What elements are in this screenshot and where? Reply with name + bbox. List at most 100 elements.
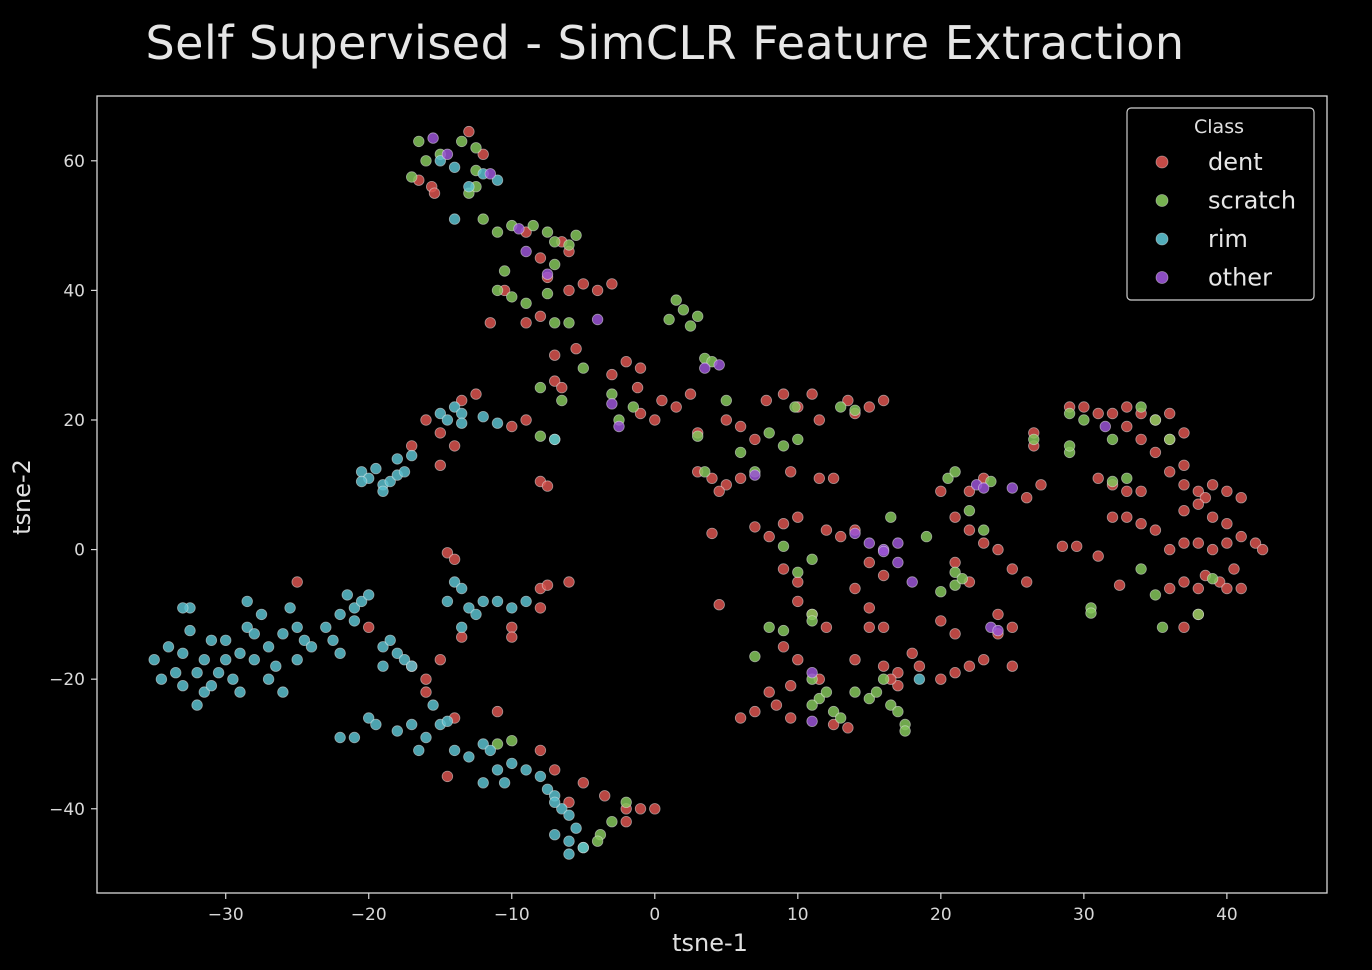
data-point-dent (877, 621, 890, 634)
data-point-scratch (792, 566, 804, 579)
legend-box (1126, 107, 1315, 301)
data-point-rim (448, 744, 461, 757)
data-point-dent (706, 527, 718, 540)
data-point-scratch (949, 579, 961, 591)
data-point-dent (1178, 576, 1190, 588)
data-point-scratch (591, 835, 604, 847)
data-point-rim (262, 641, 275, 653)
data-point-dent (1221, 537, 1233, 549)
data-point-dent (1070, 540, 1083, 553)
data-point-dent (1178, 479, 1190, 491)
data-point-dent (591, 284, 604, 297)
data-point-dent (577, 278, 590, 290)
points-layer (148, 125, 1269, 860)
data-point-other (513, 223, 525, 235)
data-point-dent (835, 530, 847, 543)
data-point-rim (406, 718, 418, 731)
data-point-other (749, 469, 761, 481)
data-point-rim (549, 796, 561, 809)
data-point-scratch (985, 475, 997, 488)
data-point-dent (863, 602, 876, 614)
data-point-dent (631, 381, 644, 394)
data-point-dent (713, 485, 725, 498)
data-point-scratch (885, 699, 897, 711)
data-point-rim (348, 602, 361, 614)
data-point-dent (456, 394, 468, 407)
legend-marker-other (1155, 271, 1169, 284)
data-point-dent (1121, 401, 1133, 413)
data-point-dent (1178, 537, 1190, 549)
data-point-rim (434, 155, 447, 167)
data-point-scratch (549, 317, 561, 329)
data-point-other (1099, 420, 1112, 433)
data-point-other (1006, 482, 1019, 494)
data-point-dent (1235, 582, 1247, 595)
legend-marker-rim (1155, 232, 1169, 246)
data-point-dent (913, 660, 926, 672)
data-point-rim (534, 770, 547, 783)
data-point-dent (420, 686, 432, 698)
data-point-rim (370, 718, 382, 731)
data-point-rim (491, 174, 504, 186)
data-point-dent (634, 407, 647, 420)
data-point-scratch (541, 287, 554, 300)
data-point-dent (777, 388, 790, 400)
data-point-other (541, 268, 554, 280)
data-point-dent (441, 770, 454, 783)
data-point-dent (777, 563, 790, 575)
data-point-scratch (506, 735, 518, 747)
data-point-dent (1178, 505, 1190, 517)
data-point-rim (277, 686, 289, 698)
data-point-rim (205, 680, 218, 692)
data-point-dent (1121, 511, 1133, 523)
data-point-dent (541, 480, 554, 492)
x-tick-label: 40 (1216, 905, 1238, 925)
data-point-scratch (1121, 472, 1133, 485)
data-point-dent (949, 628, 961, 640)
data-point-scratch (692, 310, 704, 323)
data-point-scratch (699, 466, 711, 478)
data-point-other (806, 715, 818, 728)
data-point-dent (906, 647, 918, 660)
x-tick-label: 10 (787, 905, 809, 925)
data-point-scratch (1149, 589, 1162, 601)
data-point-dent (892, 667, 904, 679)
data-point-scratch (534, 430, 547, 442)
data-point-scratch (1063, 440, 1076, 452)
data-point-rim (477, 777, 489, 789)
data-point-dent (827, 718, 840, 731)
data-point-rim (456, 407, 468, 420)
data-point-rim (355, 595, 368, 608)
data-point-scratch (792, 433, 804, 446)
data-point-dent (813, 472, 826, 485)
data-point-other (849, 527, 861, 540)
data-point-dent (813, 414, 826, 426)
data-point-dent (1221, 485, 1233, 498)
data-point-dent (599, 790, 611, 802)
data-point-dent (634, 803, 647, 815)
legend-items: dent scratch rim other (1155, 148, 1296, 292)
data-point-dent (441, 547, 454, 559)
data-point-rim (198, 654, 211, 666)
data-point-dent (720, 479, 733, 491)
data-point-scratch (556, 394, 568, 407)
data-point-dent (1092, 550, 1104, 562)
data-point-rim (262, 673, 275, 685)
data-point-rim (477, 411, 489, 423)
data-point-scratch (820, 686, 833, 698)
data-point-dent (749, 705, 761, 718)
data-point-scratch (563, 239, 575, 251)
data-point-dent (863, 556, 876, 569)
data-point-rim (477, 738, 489, 750)
data-point-scratch (749, 650, 761, 663)
data-point-rim (219, 634, 232, 647)
data-point-dent (1206, 511, 1219, 523)
data-point-rim (305, 641, 318, 653)
data-point-rim (448, 213, 461, 225)
data-point-dent (549, 764, 561, 776)
data-point-dent (606, 368, 618, 381)
data-point-scratch (835, 712, 847, 724)
y-tick-label: 60 (63, 152, 85, 172)
data-point-scratch (1078, 414, 1090, 426)
